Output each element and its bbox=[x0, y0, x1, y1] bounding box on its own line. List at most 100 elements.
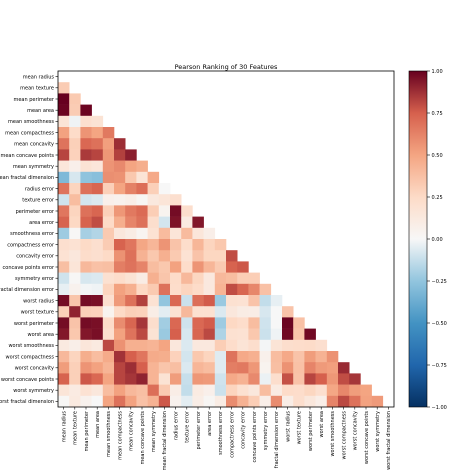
heatmap-cell bbox=[226, 384, 238, 397]
heatmap-cell bbox=[181, 306, 193, 318]
heatmap-cell bbox=[248, 328, 260, 341]
heatmap-cell bbox=[80, 216, 92, 229]
heatmap-cell bbox=[147, 362, 160, 374]
heatmap-cell bbox=[203, 227, 216, 240]
x-tick-label: mean concave points bbox=[140, 411, 146, 465]
heatmap-cell bbox=[270, 384, 283, 397]
heatmap-cell bbox=[170, 317, 182, 329]
heatmap-cell bbox=[102, 250, 115, 262]
heatmap-cell bbox=[125, 239, 137, 251]
heatmap-cell bbox=[326, 384, 339, 397]
heatmap-cell bbox=[203, 261, 216, 273]
heatmap-cell bbox=[248, 306, 260, 318]
y-tick-label: worst concavity bbox=[15, 366, 54, 372]
heatmap-cell bbox=[293, 328, 305, 341]
heatmap-cell bbox=[181, 328, 193, 341]
heatmap-cell bbox=[282, 351, 294, 363]
y-tick-label: smoothness error bbox=[10, 231, 55, 237]
heatmap-cell bbox=[58, 127, 70, 139]
y-tick-label: mean texture bbox=[20, 86, 54, 92]
heatmap-cell bbox=[58, 283, 70, 296]
heatmap-cell bbox=[304, 339, 316, 352]
heatmap-cell bbox=[136, 272, 148, 285]
heatmap-cell bbox=[91, 171, 104, 184]
heatmap-cell bbox=[214, 239, 227, 251]
heatmap-cell bbox=[80, 261, 92, 273]
heatmap-cell bbox=[248, 283, 260, 296]
heatmap-cell bbox=[147, 250, 160, 262]
heatmap-cell bbox=[125, 283, 137, 296]
y-tick-label: mean concave points bbox=[0, 153, 54, 159]
heatmap-cell bbox=[114, 384, 126, 397]
heatmap-cell bbox=[91, 384, 104, 397]
heatmap-cell bbox=[170, 306, 182, 318]
heatmap-cell bbox=[181, 339, 193, 352]
heatmap-cell bbox=[259, 328, 272, 341]
heatmap-cell bbox=[203, 351, 216, 363]
heatmap-cell bbox=[203, 362, 216, 374]
heatmap-cell bbox=[69, 93, 81, 105]
heatmap-cell bbox=[147, 261, 160, 273]
heatmap-cell bbox=[80, 138, 92, 150]
heatmap-cell bbox=[170, 194, 182, 206]
heatmap-cell bbox=[203, 239, 216, 251]
heatmap-cell bbox=[147, 384, 160, 397]
heatmap-cell bbox=[147, 239, 160, 251]
y-tick-label: mean symmetry bbox=[13, 164, 54, 170]
heatmap-cell bbox=[114, 216, 126, 229]
heatmap-cell bbox=[125, 351, 137, 363]
heatmap-cell bbox=[270, 395, 283, 408]
x-tick-label: mean concavity bbox=[129, 411, 135, 451]
heatmap-cell bbox=[181, 239, 193, 251]
heatmap-cell bbox=[315, 395, 328, 408]
heatmap-cell bbox=[147, 395, 160, 408]
heatmap-cell bbox=[192, 239, 204, 251]
heatmap-cell bbox=[192, 351, 204, 363]
heatmap-cell bbox=[214, 317, 227, 329]
heatmap-cell bbox=[293, 373, 305, 385]
y-tick-label: worst compactness bbox=[6, 354, 55, 360]
heatmap-cell bbox=[203, 283, 216, 296]
heatmap-cell bbox=[80, 395, 92, 408]
heatmap-cell bbox=[147, 317, 160, 329]
heatmap-cell bbox=[136, 261, 148, 273]
heatmap-cell bbox=[69, 216, 81, 229]
heatmap-cell bbox=[69, 171, 81, 184]
heatmap-cell bbox=[259, 373, 272, 385]
colorbar-tick-labels: 1.00 0.75 0.50 0.25 0.00 −0.25 −0.50 −0.75 −1.00 bbox=[427, 69, 447, 411]
heatmap-cell bbox=[170, 239, 182, 251]
heatmap-cell bbox=[304, 362, 316, 374]
x-tick-label: mean symmetry bbox=[151, 411, 157, 452]
heatmap-cell bbox=[125, 295, 137, 307]
heatmap-cell bbox=[102, 351, 115, 363]
heatmap-cell bbox=[69, 395, 81, 408]
heatmap-cell bbox=[192, 261, 204, 273]
heatmap-cell bbox=[58, 295, 70, 307]
heatmap-cell bbox=[170, 373, 182, 385]
heatmap-cell bbox=[214, 362, 227, 374]
heatmap-cell bbox=[102, 205, 115, 217]
heatmap-cell bbox=[170, 205, 182, 217]
y-tick-label: worst area bbox=[27, 332, 54, 338]
heatmap-cell bbox=[158, 395, 171, 408]
x-tick-label: mean area bbox=[95, 411, 101, 438]
y-tick-label: worst perimeter bbox=[14, 321, 55, 327]
heatmap-cell bbox=[259, 384, 272, 397]
heatmap-cell bbox=[69, 261, 81, 273]
heatmap-cell bbox=[248, 384, 260, 397]
heatmap-cell bbox=[226, 250, 238, 262]
heatmap-cell bbox=[192, 362, 204, 374]
heatmap-cell bbox=[158, 295, 171, 307]
heatmap-cell bbox=[91, 317, 104, 329]
heatmap-cell bbox=[91, 160, 104, 173]
heatmap-cell bbox=[226, 373, 238, 385]
heatmap-cell bbox=[304, 351, 316, 363]
x-tick-label: worst texture bbox=[297, 411, 303, 444]
heatmap-cell bbox=[136, 171, 148, 184]
x-tick-label: worst symmetry bbox=[375, 411, 381, 452]
heatmap-cell bbox=[114, 160, 126, 173]
heatmap-cell bbox=[80, 194, 92, 206]
heatmap-cell bbox=[147, 171, 160, 184]
heatmap-cell bbox=[203, 339, 216, 352]
heatmap-cell bbox=[214, 339, 227, 352]
